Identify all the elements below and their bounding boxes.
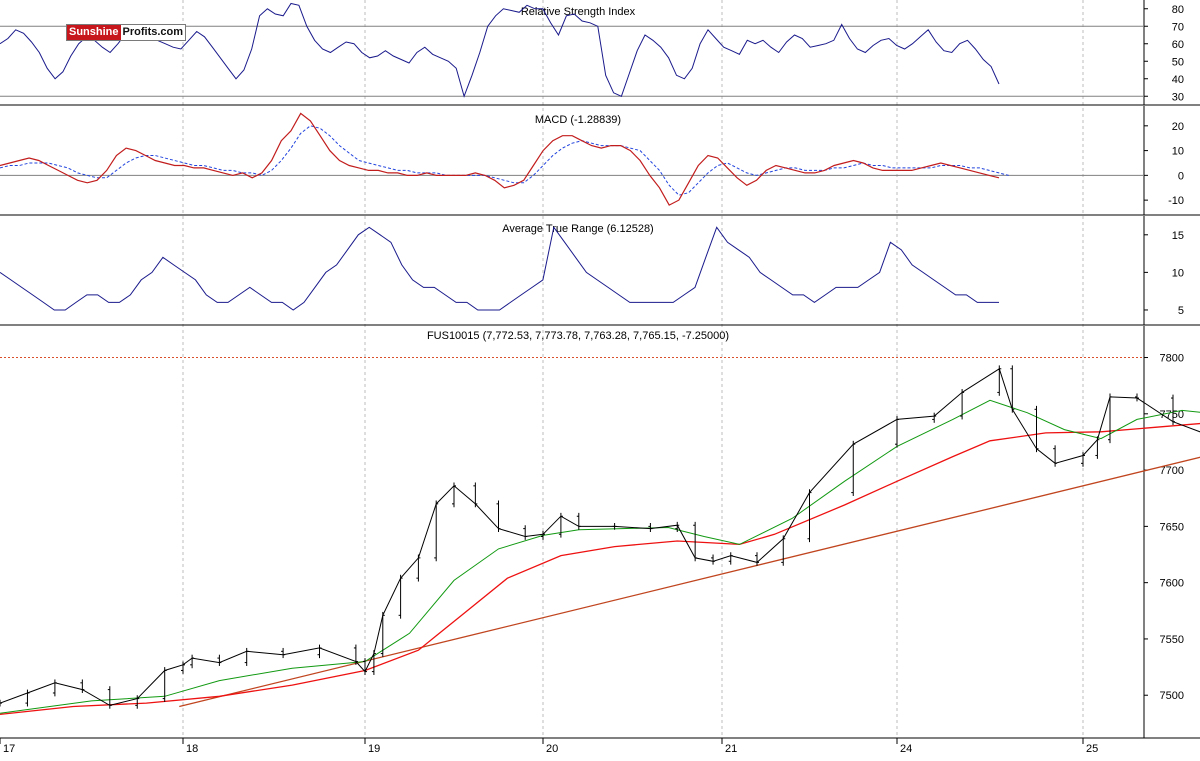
- x-tick-label: 24: [900, 743, 912, 755]
- y-tick-label-price: 7750: [1160, 409, 1184, 421]
- y-tick-label-atr: 5: [1178, 305, 1184, 317]
- price-bars: [0, 365, 1175, 709]
- y-tick-label-rsi: 60: [1172, 39, 1184, 51]
- y-tick-label-price: 7500: [1160, 690, 1184, 702]
- y-tick-label-price: 7700: [1160, 465, 1184, 477]
- atr-title: Average True Range (6.12528): [502, 223, 653, 235]
- y-tick-label-atr: 10: [1172, 267, 1184, 279]
- y-tick-label-macd: 0: [1178, 170, 1184, 182]
- price-line: [0, 368, 1200, 706]
- x-tick-label: 21: [725, 743, 737, 755]
- rsi-title: Relative Strength Index: [521, 6, 636, 18]
- y-tick-label-price: 7550: [1160, 634, 1184, 646]
- series-ma-fast: [0, 399, 1200, 714]
- x-tick-label: 20: [546, 743, 558, 755]
- y-tick-label-atr: 15: [1172, 230, 1184, 242]
- x-tick-label: 19: [368, 743, 380, 755]
- y-tick-label-rsi: 80: [1172, 4, 1184, 16]
- macd-line: [0, 112, 1000, 206]
- sunshine-profits-logo: Sunshine Profits.com: [66, 24, 187, 41]
- logo-part-1: Sunshine: [67, 25, 121, 40]
- y-tick-label-rsi: 50: [1172, 56, 1184, 68]
- y-tick-label-price: 7650: [1160, 521, 1184, 533]
- price-title: FUS10015 (7,772.53, 7,773.78, 7,763.28, …: [427, 330, 729, 342]
- y-tick-label-macd: 10: [1172, 146, 1184, 158]
- y-tick-label-macd: 20: [1172, 121, 1184, 133]
- y-tick-label-rsi: 30: [1172, 91, 1184, 103]
- y-tick-label-rsi: 40: [1172, 74, 1184, 86]
- x-tick-label: 17: [3, 743, 15, 755]
- logo-part-2: Profits.com: [122, 26, 184, 38]
- rsi-line: [0, 2, 1000, 98]
- y-tick-label-rsi: 70: [1172, 21, 1184, 33]
- x-tick-label: 25: [1086, 743, 1098, 755]
- macd-title: MACD (-1.28839): [535, 114, 621, 126]
- x-tick-label: 18: [186, 743, 198, 755]
- macd-signal-line: [0, 125, 1009, 196]
- atr-line: [0, 226, 999, 311]
- y-tick-label-price: 7600: [1160, 578, 1184, 590]
- y-tick-label-price: 7800: [1160, 353, 1184, 365]
- y-tick-label-macd: -10: [1168, 195, 1184, 207]
